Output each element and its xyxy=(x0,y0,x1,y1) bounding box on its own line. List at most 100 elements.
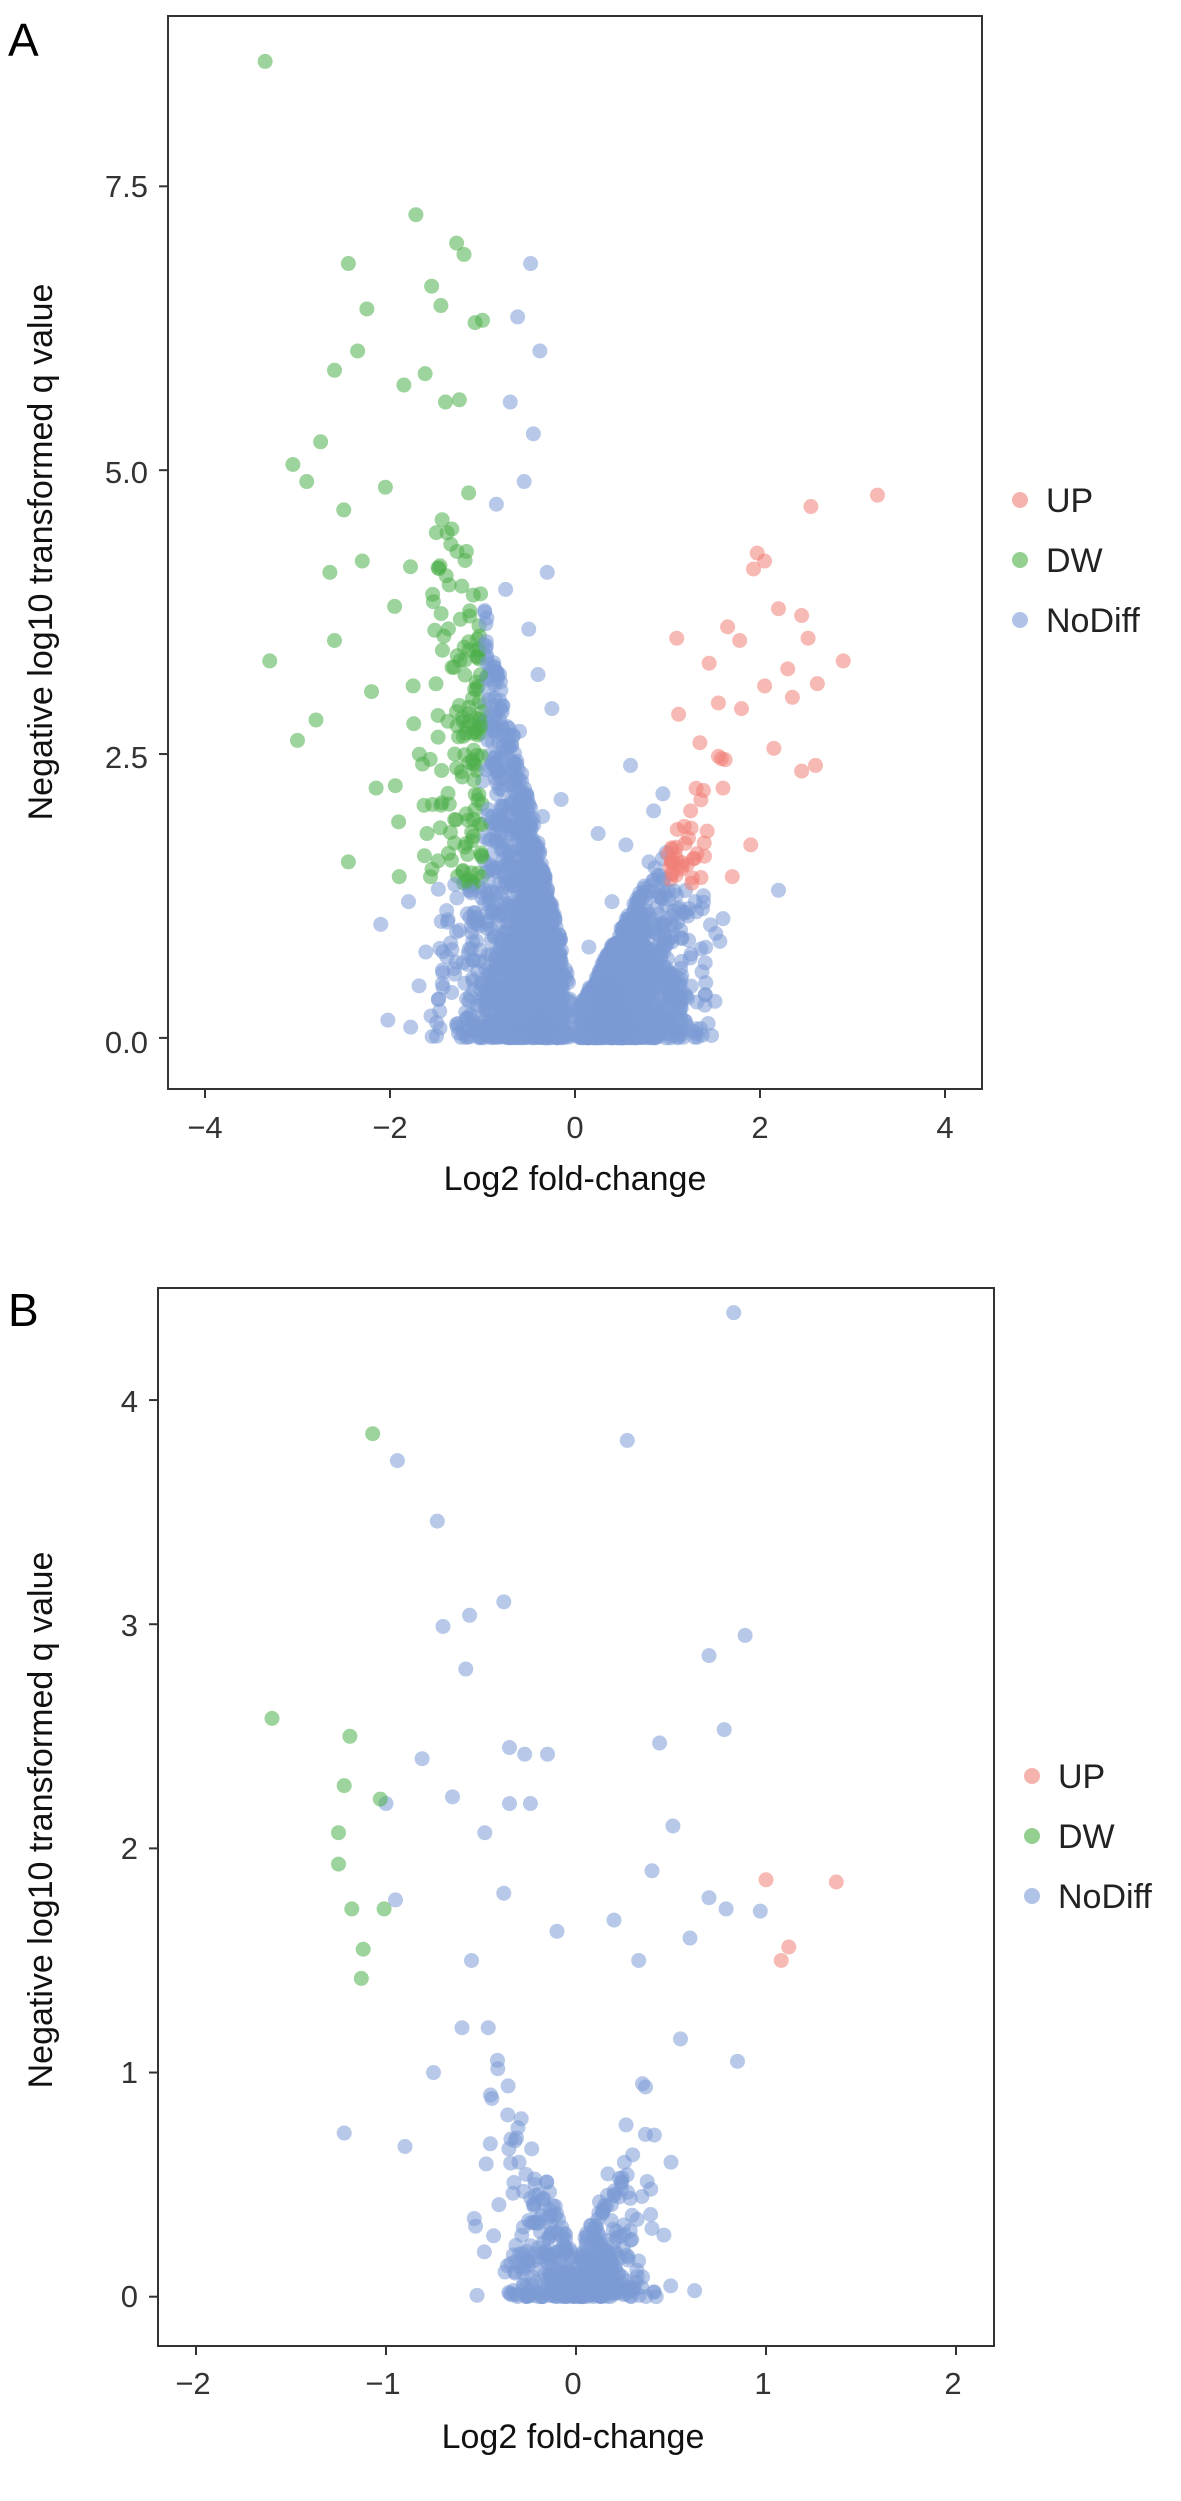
background-point xyxy=(504,955,520,971)
background-point xyxy=(630,1000,646,1016)
background-point xyxy=(597,980,613,996)
background-point xyxy=(447,966,463,982)
background-point xyxy=(517,792,533,808)
point-dw xyxy=(313,434,329,450)
background-point xyxy=(432,558,448,574)
background-point xyxy=(430,707,446,723)
background-point xyxy=(629,2211,645,2227)
background-point xyxy=(435,965,451,981)
point-dw xyxy=(424,278,440,294)
point-nodiff xyxy=(336,2125,352,2141)
background-point xyxy=(418,944,434,960)
background-point xyxy=(516,904,532,920)
point-nodiff xyxy=(655,786,671,802)
background-point xyxy=(530,889,546,905)
background-point xyxy=(603,2271,619,2287)
y-tick-label: 2 xyxy=(121,1831,138,1866)
background-point xyxy=(513,820,529,836)
point-up xyxy=(794,608,810,624)
point-up xyxy=(808,757,823,773)
legend-label-nodiff: NoDiff xyxy=(1058,1878,1152,1916)
background-point xyxy=(539,905,555,921)
background-point xyxy=(513,2111,529,2127)
background-point xyxy=(482,2136,498,2152)
background-point xyxy=(634,930,650,946)
point-nodiff xyxy=(663,2154,679,2170)
point-up xyxy=(757,678,773,694)
background-point xyxy=(461,941,477,957)
point-nodiff xyxy=(619,1432,635,1448)
background-point xyxy=(596,1029,612,1045)
point-nodiff xyxy=(631,1952,647,1968)
point-nodiff xyxy=(701,1648,717,1664)
background-point xyxy=(554,1028,570,1044)
background-point xyxy=(434,762,450,778)
background-point xyxy=(460,812,476,828)
background-point xyxy=(480,683,496,699)
point-nodiff xyxy=(701,1890,717,1906)
background-point xyxy=(507,755,523,771)
background-point xyxy=(505,2185,521,2201)
background-point xyxy=(652,868,668,884)
point-nodiff xyxy=(715,911,731,927)
background-point xyxy=(447,812,463,828)
background-point xyxy=(449,543,465,559)
point-dw xyxy=(405,678,421,694)
point-up xyxy=(869,487,885,503)
point-up xyxy=(803,499,819,515)
background-point xyxy=(493,798,509,814)
background-point xyxy=(391,814,407,830)
background-point xyxy=(472,942,488,958)
background-point xyxy=(643,2207,659,2223)
point-nodiff xyxy=(535,808,551,824)
point-dw xyxy=(342,1728,358,1744)
background-point xyxy=(429,1015,445,1031)
point-up xyxy=(671,706,687,722)
legend-swatch-nodiff xyxy=(1024,1888,1040,1904)
background-point xyxy=(478,2156,494,2172)
point-nodiff xyxy=(502,1796,517,1812)
point-nodiff xyxy=(484,905,500,921)
point-nodiff xyxy=(606,1912,622,1928)
background-point xyxy=(500,2107,516,2123)
point-nodiff xyxy=(510,309,526,325)
point-nodiff xyxy=(429,1513,445,1529)
background-point xyxy=(680,830,696,846)
background-point xyxy=(660,846,676,862)
background-point xyxy=(435,944,451,960)
background-point xyxy=(501,871,517,887)
y-axis-label-a: Negative log10 transformed q value xyxy=(22,284,60,821)
background-point xyxy=(432,1003,448,1019)
point-up xyxy=(697,848,712,864)
point-dw xyxy=(285,457,301,473)
background-point xyxy=(454,578,470,594)
point-nodiff xyxy=(544,701,560,717)
point-up xyxy=(794,763,810,779)
background-point xyxy=(667,989,683,1005)
background-point xyxy=(593,2236,609,2252)
background-point xyxy=(471,998,487,1014)
point-nodiff xyxy=(388,1892,403,1908)
background-point xyxy=(478,638,494,654)
background-point xyxy=(498,1028,514,1044)
background-point xyxy=(717,752,733,768)
background-point xyxy=(529,1029,545,1045)
background-point xyxy=(631,893,647,909)
background-point xyxy=(411,978,427,994)
background-point xyxy=(495,834,511,850)
y-tick-label: 0.0 xyxy=(105,1025,148,1060)
scatter-points-b xyxy=(264,1305,844,2226)
point-up xyxy=(809,676,825,692)
background-point xyxy=(579,2228,595,2244)
point-nodiff xyxy=(445,1789,460,1805)
point-nodiff xyxy=(726,1305,742,1321)
background-point xyxy=(541,2229,557,2245)
point-dw xyxy=(322,564,338,580)
point-dw xyxy=(299,474,315,490)
background-point xyxy=(430,729,446,745)
background-point xyxy=(684,875,700,891)
point-up xyxy=(701,655,717,671)
background-point xyxy=(490,2061,506,2077)
background-point xyxy=(449,890,465,906)
background-point xyxy=(465,828,481,844)
